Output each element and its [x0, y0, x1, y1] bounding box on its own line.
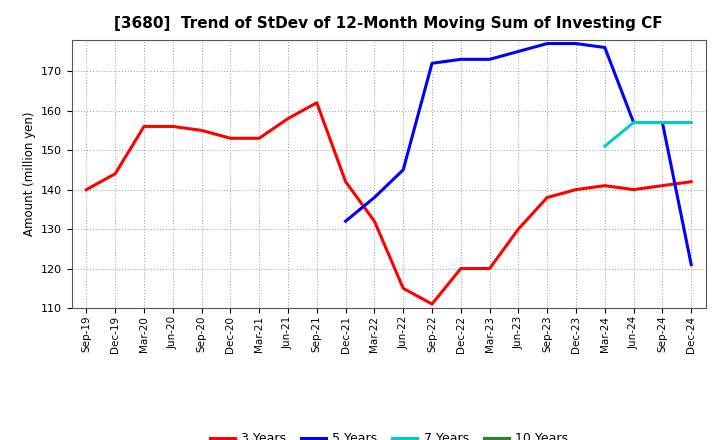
3 Years	[399, 286, 408, 291]
Line: 5 Years: 5 Years	[346, 44, 691, 264]
3 Years	[658, 183, 667, 188]
5 Years	[456, 57, 465, 62]
7 Years	[629, 120, 638, 125]
3 Years	[514, 227, 523, 232]
3 Years	[485, 266, 494, 271]
5 Years	[485, 57, 494, 62]
3 Years	[168, 124, 177, 129]
Line: 3 Years: 3 Years	[86, 103, 691, 304]
5 Years	[428, 61, 436, 66]
3 Years	[629, 187, 638, 192]
Title: [3680]  Trend of StDev of 12-Month Moving Sum of Investing CF: [3680] Trend of StDev of 12-Month Moving…	[114, 16, 663, 32]
7 Years	[658, 120, 667, 125]
Y-axis label: Amount (million yen): Amount (million yen)	[22, 112, 35, 236]
3 Years	[543, 195, 552, 200]
5 Years	[514, 49, 523, 54]
5 Years	[399, 167, 408, 172]
3 Years	[197, 128, 206, 133]
5 Years	[572, 41, 580, 46]
3 Years	[428, 301, 436, 307]
5 Years	[629, 120, 638, 125]
5 Years	[600, 45, 609, 50]
3 Years	[255, 136, 264, 141]
3 Years	[456, 266, 465, 271]
7 Years	[600, 143, 609, 149]
3 Years	[572, 187, 580, 192]
5 Years	[370, 195, 379, 200]
3 Years	[140, 124, 148, 129]
Line: 7 Years: 7 Years	[605, 122, 691, 146]
3 Years	[82, 187, 91, 192]
5 Years	[341, 219, 350, 224]
5 Years	[658, 120, 667, 125]
3 Years	[687, 179, 696, 184]
3 Years	[111, 171, 120, 176]
5 Years	[543, 41, 552, 46]
3 Years	[600, 183, 609, 188]
7 Years	[687, 120, 696, 125]
3 Years	[341, 179, 350, 184]
5 Years	[687, 262, 696, 267]
3 Years	[226, 136, 235, 141]
3 Years	[312, 100, 321, 106]
3 Years	[370, 219, 379, 224]
Legend: 3 Years, 5 Years, 7 Years, 10 Years: 3 Years, 5 Years, 7 Years, 10 Years	[204, 427, 573, 440]
3 Years	[284, 116, 292, 121]
